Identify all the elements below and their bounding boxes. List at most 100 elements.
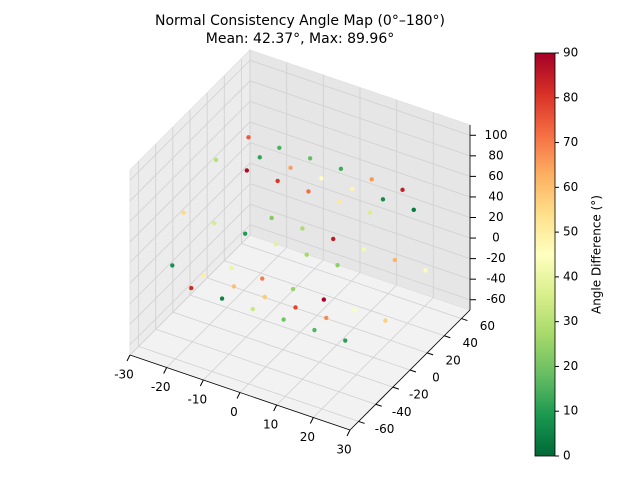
tick-label: -20	[151, 380, 171, 394]
x-tick	[346, 429, 351, 437]
grid-line	[249, 59, 471, 136]
grid-line	[249, 183, 471, 259]
point	[257, 155, 262, 160]
colorbar	[534, 52, 556, 457]
point	[306, 189, 311, 194]
grid-line	[172, 311, 393, 388]
x-tick	[236, 392, 241, 399]
point	[293, 305, 298, 310]
tick-label: 0	[432, 371, 440, 385]
tick-label: 10	[263, 418, 278, 432]
tick-label: 40	[463, 336, 478, 350]
point	[300, 226, 305, 231]
chart-title: Normal Consistency Angle Map (0°–180°)	[155, 13, 445, 29]
point	[260, 276, 265, 281]
point	[244, 168, 250, 173]
point	[290, 286, 296, 292]
tick-label: 20	[488, 210, 503, 224]
point	[312, 327, 317, 333]
y-tick	[444, 335, 451, 339]
point	[170, 263, 175, 268]
grid-line	[249, 203, 471, 280]
tick-label: 60	[488, 169, 503, 183]
axis-line	[129, 354, 351, 431]
point	[369, 177, 374, 182]
point	[335, 262, 340, 268]
grid-line	[129, 203, 251, 325]
tick-label: -30	[114, 368, 134, 382]
point	[246, 135, 251, 140]
grid-line	[249, 142, 471, 218]
colorbar-tick-label: 50	[563, 225, 578, 239]
grid-line	[241, 243, 462, 319]
grid-line	[249, 80, 471, 157]
point	[212, 220, 217, 226]
grid-line	[207, 277, 428, 354]
grid-line	[129, 162, 251, 284]
point	[423, 268, 428, 273]
point	[352, 307, 357, 313]
point	[338, 166, 344, 172]
tick-label: -60	[486, 292, 506, 306]
y-tick	[409, 369, 417, 373]
y-tick	[392, 386, 400, 390]
grid-line	[129, 121, 251, 243]
grid-line	[249, 224, 471, 301]
grid-line	[249, 162, 471, 239]
point	[262, 294, 267, 300]
point	[213, 157, 219, 163]
grid-line	[249, 101, 471, 177]
colorbar-tick-label: 60	[563, 180, 578, 194]
point	[331, 236, 336, 242]
tick-label: -40	[392, 405, 412, 419]
colorbar-tick-label: 30	[563, 314, 578, 328]
point	[277, 145, 282, 151]
grid-line	[129, 80, 251, 202]
y-tick	[375, 403, 382, 407]
tick-label: 20	[300, 430, 315, 444]
colorbar-tick-label: 10	[563, 404, 578, 418]
tick-label: -20	[486, 251, 506, 265]
grid-line	[138, 346, 359, 422]
point	[321, 297, 327, 302]
point	[319, 176, 324, 181]
tick-label: 80	[488, 148, 503, 162]
x-tick	[163, 367, 168, 374]
point	[250, 306, 256, 312]
tick-label: -20	[409, 388, 429, 402]
colorbar-tick-label: 40	[563, 269, 578, 283]
x-tick	[126, 354, 131, 362]
colorbar-label: Angle Difference (°)	[590, 195, 604, 314]
colorbar-tick-label: 80	[563, 90, 578, 104]
point	[411, 207, 416, 213]
point	[383, 318, 388, 323]
tick-label: -60	[375, 422, 395, 436]
point	[273, 241, 279, 247]
tick-label: 60	[480, 319, 495, 333]
axis-line	[349, 309, 471, 431]
point	[307, 156, 313, 161]
y-tick	[358, 420, 365, 424]
tick-label: 30	[336, 443, 351, 457]
point	[275, 178, 280, 184]
grid-line	[129, 224, 251, 346]
grid-line	[129, 142, 251, 263]
point	[229, 265, 234, 271]
point	[349, 186, 355, 192]
colorbar-tick-label: 0	[563, 449, 571, 463]
tick-label: 20	[446, 353, 461, 367]
x-tick	[199, 379, 204, 387]
point	[380, 197, 386, 202]
point	[281, 317, 286, 322]
point	[181, 210, 186, 215]
chart-subtitle: Mean: 42.37°, Max: 89.96°	[206, 31, 394, 47]
x-tick	[273, 404, 278, 412]
point	[269, 215, 274, 221]
point	[337, 199, 342, 205]
tick-label: 40	[488, 189, 503, 203]
point	[361, 247, 367, 252]
x-tick	[309, 417, 314, 424]
point	[343, 338, 348, 343]
